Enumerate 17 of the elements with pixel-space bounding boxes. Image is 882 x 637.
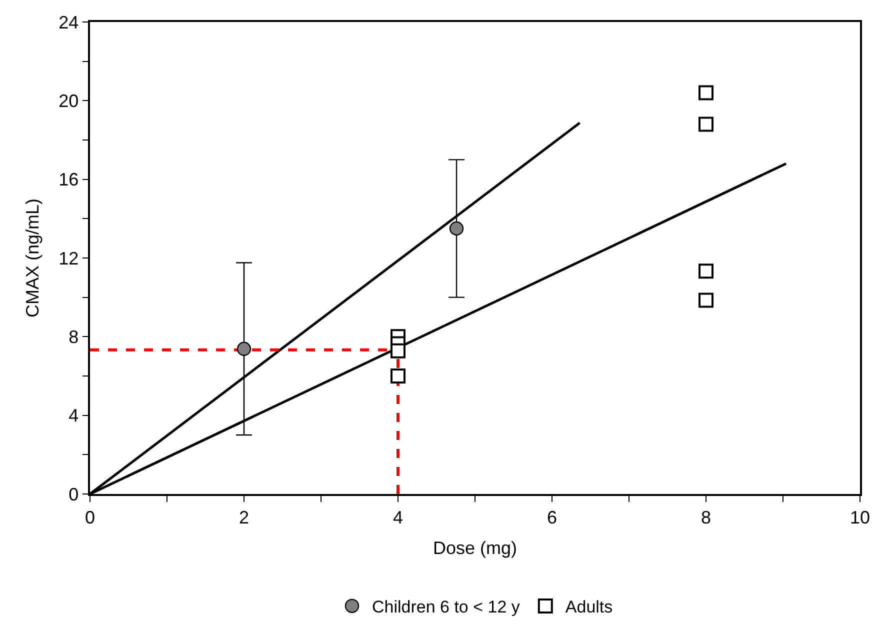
- y-tick-label: 4: [68, 406, 79, 426]
- y-tick-label: 12: [58, 248, 79, 268]
- legend-label: Adults: [565, 598, 613, 617]
- y-tick-label: 0: [68, 484, 79, 504]
- x-tick-label: 0: [84, 507, 96, 528]
- y-tick-label: 8: [68, 326, 79, 347]
- x-tick-label: 2: [238, 507, 250, 528]
- y-axis-title: CMAX (ng/mL): [22, 198, 42, 318]
- x-tick-label: 10: [850, 507, 870, 528]
- y-tick-label: 20: [58, 90, 79, 111]
- y-tick-label: 24: [58, 12, 79, 32]
- legend-label: Children 6 to < 12 y: [372, 598, 520, 617]
- x-tick-label: 4: [392, 507, 404, 528]
- x-axis-title: Dose (mg): [432, 538, 518, 558]
- y-tick-label: 16: [58, 170, 79, 190]
- x-tick-label: 6: [546, 507, 558, 528]
- x-tick-label: 8: [700, 507, 712, 528]
